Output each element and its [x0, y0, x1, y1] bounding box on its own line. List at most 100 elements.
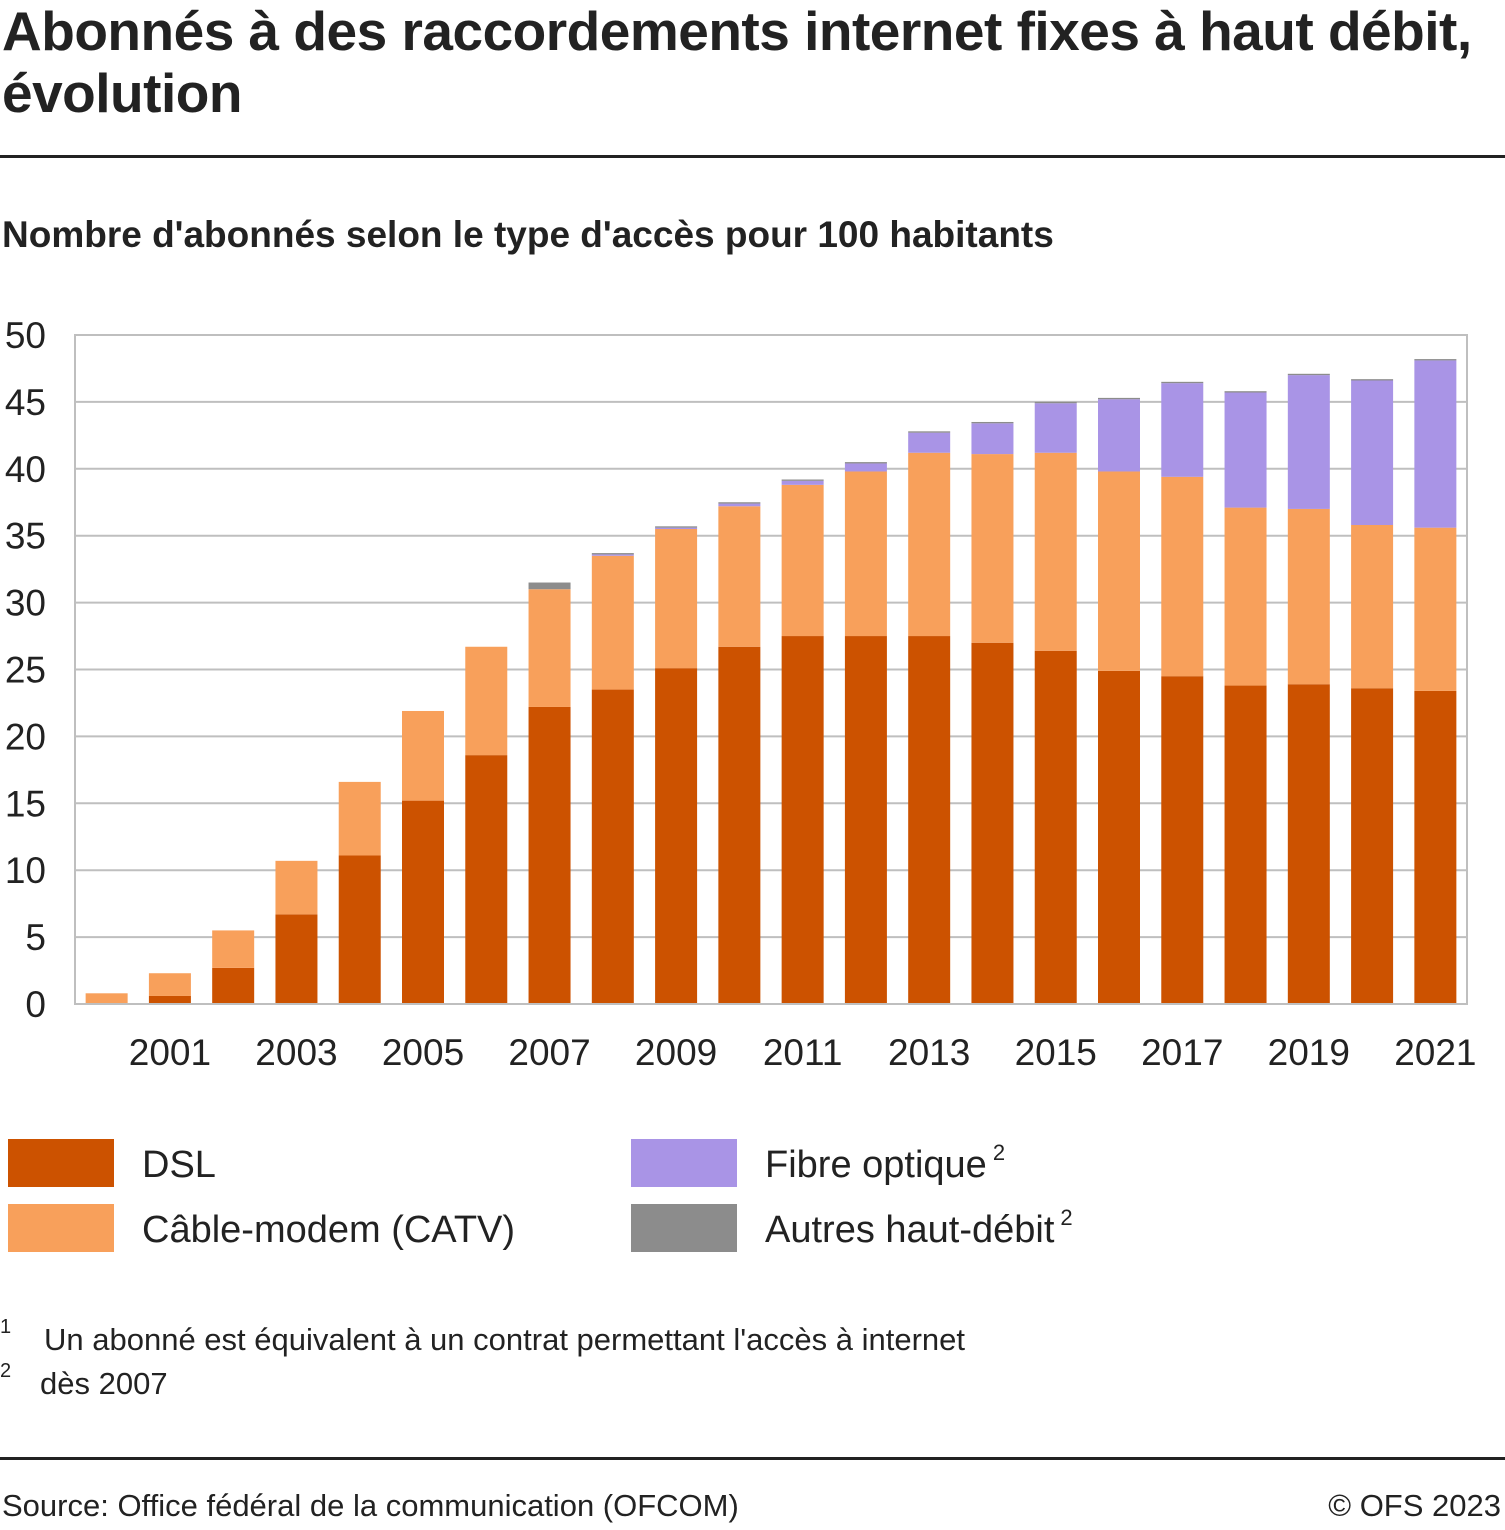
- bar-dsl-2001: [148, 995, 191, 1004]
- bar-catv-2002: [212, 930, 255, 968]
- footnote-2-number: 2: [0, 1360, 12, 1382]
- legend-label-fibre: Fibre optique: [765, 1144, 987, 1186]
- bar-catv-2000: [85, 993, 128, 1004]
- footnote-1-number: 1: [0, 1316, 12, 1338]
- x-tick-label: 2017: [1141, 1032, 1223, 1073]
- plot-frame: [74, 334, 1468, 1005]
- y-tick-label: 20: [5, 716, 46, 757]
- bar-dsl-2004: [338, 855, 381, 1004]
- bar-dsl-2021: [1414, 690, 1457, 1004]
- bar-fibre-2017: [1161, 383, 1204, 477]
- copyright-text: © OFS 2023: [1328, 1488, 1501, 1523]
- bar-catv-2011: [781, 484, 824, 637]
- y-tick-label: 45: [5, 382, 46, 423]
- legend-swatch-catv: [8, 1204, 114, 1252]
- bar-dsl-2015: [1034, 650, 1077, 1004]
- y-tick-label: 30: [5, 583, 46, 624]
- bar-other-2007: [528, 582, 571, 590]
- x-tick-label: 2007: [508, 1032, 590, 1073]
- y-tick-label: 25: [5, 650, 46, 691]
- x-tick-label: 2003: [255, 1032, 337, 1073]
- bar-fibre-2011: [781, 480, 824, 485]
- bar-dsl-2018: [1224, 685, 1267, 1004]
- bar-dsl-2017: [1161, 676, 1204, 1004]
- bar-fibre-2014: [971, 423, 1014, 455]
- bar-dsl-2016: [1098, 670, 1140, 1004]
- footnote-2-text: dès 2007: [40, 1366, 168, 1401]
- bar-other-2017: [1161, 381, 1204, 384]
- bar-dsl-2010: [718, 646, 761, 1004]
- bar-dsl-2009: [655, 668, 698, 1004]
- bar-other-2008: [591, 553, 634, 555]
- y-tick-label: 35: [5, 516, 46, 557]
- bar-fibre-2012: [844, 463, 887, 472]
- y-tick-label: 40: [5, 449, 46, 490]
- bar-catv-2018: [1224, 507, 1267, 686]
- bar-other-2020: [1351, 379, 1394, 381]
- bar-fibre-2009: [655, 527, 698, 530]
- bar-catv-2012: [844, 471, 887, 637]
- x-tick-label: 2011: [763, 1032, 843, 1073]
- bar-catv-2004: [338, 781, 381, 856]
- legend-footnote-other: 2: [1060, 1205, 1073, 1230]
- bar-fibre-2013: [908, 432, 951, 453]
- bar-fibre-2020: [1351, 380, 1394, 525]
- bar-fibre-2016: [1098, 399, 1140, 472]
- y-tick-label: 0: [25, 984, 46, 1025]
- bar-other-2013: [908, 431, 951, 433]
- y-tick-label: 10: [5, 850, 46, 891]
- bar-dsl-2002: [212, 967, 255, 1004]
- x-tick-label: 2021: [1394, 1032, 1476, 1073]
- bar-dsl-2008: [591, 689, 634, 1004]
- bar-catv-2008: [591, 555, 634, 690]
- bar-catv-2015: [1034, 452, 1077, 651]
- bar-other-2012: [844, 462, 887, 464]
- bar-other-2011: [781, 479, 824, 481]
- bar-catv-2016: [1098, 471, 1140, 671]
- legend-swatch-other: [631, 1204, 737, 1252]
- bar-catv-2014: [971, 454, 1014, 643]
- bar-fibre-2015: [1034, 403, 1077, 453]
- bar-catv-2010: [718, 506, 761, 647]
- x-tick-label: 2001: [129, 1032, 211, 1073]
- bar-fibre-2019: [1287, 375, 1330, 509]
- x-tick-label: 2019: [1268, 1032, 1350, 1073]
- bar-fibre-2010: [718, 503, 761, 507]
- bar-catv-2006: [465, 646, 508, 756]
- bar-dsl-2003: [275, 914, 318, 1004]
- footnote-1-text: Un abonné est équivalent à un contrat pe…: [44, 1322, 965, 1357]
- chart-title: Abonnés à des raccordements internet fix…: [2, 0, 1472, 124]
- x-tick-label: 2009: [635, 1032, 717, 1073]
- bar-dsl-2007: [528, 706, 571, 1004]
- bar-catv-2017: [1161, 476, 1204, 677]
- legend-label-catv: Câble-modem (CATV): [142, 1209, 516, 1251]
- legend-swatch-dsl: [8, 1139, 114, 1187]
- bar-other-2016: [1098, 397, 1140, 400]
- x-tick-label: 2005: [382, 1032, 464, 1073]
- bar-dsl-2005: [402, 800, 444, 1004]
- bar-catv-2001: [148, 973, 191, 996]
- chart-subtitle: Nombre d'abonnés selon le type d'accès p…: [2, 214, 1054, 255]
- bar-other-2010: [718, 502, 761, 504]
- bar-catv-2020: [1351, 524, 1394, 689]
- bar-fibre-2018: [1224, 392, 1267, 508]
- y-tick-label: 5: [25, 917, 46, 958]
- bar-catv-2019: [1287, 508, 1330, 685]
- bar-dsl-2013: [908, 636, 951, 1004]
- y-tick-label: 50: [5, 315, 46, 356]
- bar-fibre-2008: [591, 554, 634, 556]
- bar-dsl-2011: [781, 636, 824, 1004]
- bar-dsl-2014: [971, 642, 1014, 1004]
- legend-swatch-fibre: [631, 1139, 737, 1187]
- bar-other-2015: [1034, 401, 1077, 404]
- stacked-bar-chart: 0 5 10 15 20 25 30 35 40 45 50 2001 2003 2005 2007 2009…: [5, 315, 1477, 1073]
- bar-other-2014: [971, 421, 1014, 424]
- bar-other-2018: [1224, 391, 1267, 393]
- bar-other-2019: [1287, 373, 1330, 376]
- bar-fibre-2021: [1414, 360, 1457, 528]
- bar-catv-2007: [528, 589, 571, 707]
- bar-catv-2005: [402, 710, 444, 801]
- bar-other-2009: [655, 526, 698, 528]
- bar-dsl-2019: [1287, 684, 1330, 1004]
- legend: DSL Câble-modem (CATV) Fibre optique 2 Au…: [0, 1135, 1505, 1265]
